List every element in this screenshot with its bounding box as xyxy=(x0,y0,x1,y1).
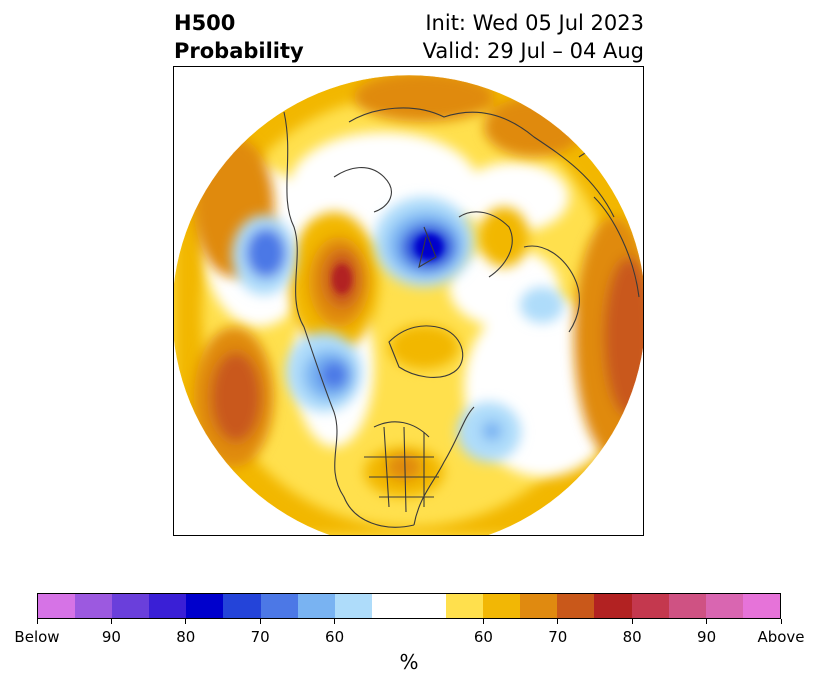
map-title: H500 Probability xyxy=(174,9,304,65)
colorbar-tick-label: 70 xyxy=(250,628,270,646)
colorbar-tick-mark xyxy=(557,619,559,624)
colorbar-swatch xyxy=(408,594,447,618)
probability-map xyxy=(173,66,644,536)
colorbar-swatch xyxy=(742,594,780,618)
valid-date: Valid: 29 Jul – 04 Aug xyxy=(422,39,644,63)
colorbar-swatch xyxy=(334,594,372,618)
above-normal-peak xyxy=(332,264,352,294)
colorbar-tick-mark xyxy=(631,619,633,624)
colorbar-swatch xyxy=(446,594,484,618)
colorbar-tick-mark xyxy=(334,619,336,624)
colorbar-swatch xyxy=(705,594,743,618)
colorbar-swatch xyxy=(483,594,521,618)
colorbar-swatch xyxy=(149,594,187,618)
hemisphere-edge xyxy=(174,74,643,535)
below-normal-peak xyxy=(415,234,443,260)
colorbar-tick-mark xyxy=(259,619,261,624)
init-date: Init: Wed 05 Jul 2023 xyxy=(425,11,644,35)
forecast-dates: Init: Wed 05 Jul 2023 Valid: 29 Jul – 04… xyxy=(423,9,644,65)
colorbar-tick-label: 90 xyxy=(697,628,717,646)
colorbar-tick-label: 80 xyxy=(622,628,642,646)
colorbar-tick-mark xyxy=(36,619,38,624)
hemisphere-disk xyxy=(174,75,643,535)
coastlines xyxy=(283,107,640,528)
title-product: Probability xyxy=(174,39,304,63)
colorbar-swatch xyxy=(223,594,261,618)
map-canvas xyxy=(174,74,643,535)
colorbar-tick-mark xyxy=(780,619,782,624)
colorbar-tick-label: Below xyxy=(14,628,60,646)
colorbar-swatch xyxy=(186,594,224,618)
colorbar-tick-mark xyxy=(110,619,112,624)
colorbar-tick-label: 60 xyxy=(325,628,345,646)
colorbar-swatch xyxy=(557,594,595,618)
colorbar-swatch xyxy=(631,594,669,618)
colorbar-swatch xyxy=(297,594,335,618)
colorbar-tick-label: Above xyxy=(757,628,805,646)
colorbar-tick-mark xyxy=(185,619,187,624)
colorbar-swatch xyxy=(371,594,409,618)
colorbar-unit-label: % xyxy=(399,650,419,674)
colorbar-swatch xyxy=(38,594,76,618)
colorbar-swatch xyxy=(112,594,150,618)
colorbar-tick-label: 60 xyxy=(473,628,493,646)
colorbar-swatch xyxy=(260,594,298,618)
colorbar-swatch xyxy=(594,594,632,618)
colorbar-swatch xyxy=(75,594,113,618)
colorbar-tick-label: 70 xyxy=(548,628,568,646)
colorbar-tick-mark xyxy=(482,619,484,624)
colorbar-swatch xyxy=(668,594,706,618)
colorbar xyxy=(37,593,781,619)
colorbar-tick-mark xyxy=(706,619,708,624)
colorbar-swatch xyxy=(520,594,558,618)
colorbar-tick-label: 80 xyxy=(176,628,196,646)
colorbar-tick-label: 90 xyxy=(101,628,121,646)
title-variable: H500 xyxy=(174,11,236,35)
